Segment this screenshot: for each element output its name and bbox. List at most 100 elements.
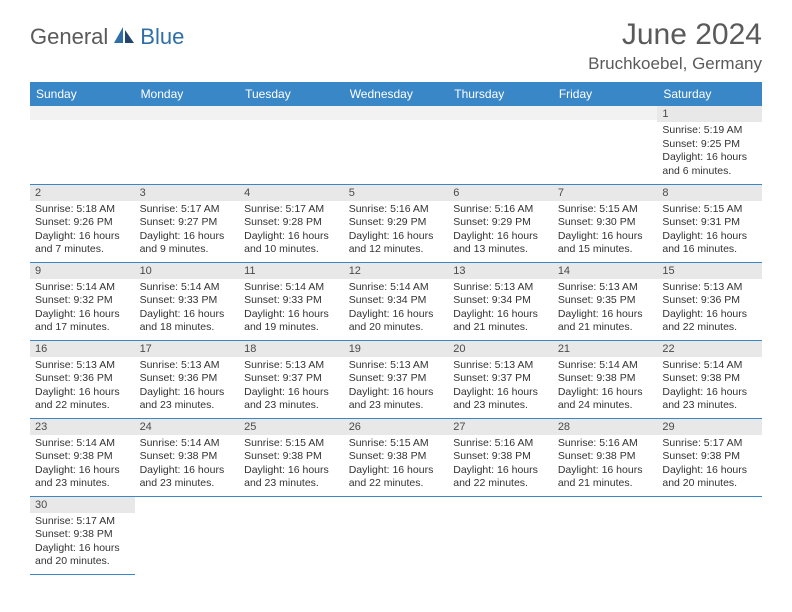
day-number: 20 xyxy=(448,341,553,357)
weekday-header: Friday xyxy=(553,82,658,106)
day-details: Sunrise: 5:14 AMSunset: 9:38 PMDaylight:… xyxy=(135,435,240,496)
day-details: Sunrise: 5:14 AMSunset: 9:38 PMDaylight:… xyxy=(30,435,135,496)
day-cell: 7Sunrise: 5:15 AMSunset: 9:30 PMDaylight… xyxy=(553,184,658,262)
day-details: Sunrise: 5:15 AMSunset: 9:38 PMDaylight:… xyxy=(239,435,344,496)
day-cell: 14Sunrise: 5:13 AMSunset: 9:35 PMDayligh… xyxy=(553,262,658,340)
day-details: Sunrise: 5:13 AMSunset: 9:35 PMDaylight:… xyxy=(553,279,658,340)
day-details: Sunrise: 5:17 AMSunset: 9:28 PMDaylight:… xyxy=(239,201,344,262)
day-details: Sunrise: 5:14 AMSunset: 9:33 PMDaylight:… xyxy=(239,279,344,340)
day-details: Sunrise: 5:14 AMSunset: 9:32 PMDaylight:… xyxy=(30,279,135,340)
day-cell: 28Sunrise: 5:16 AMSunset: 9:38 PMDayligh… xyxy=(553,418,658,496)
day-cell: 19Sunrise: 5:13 AMSunset: 9:37 PMDayligh… xyxy=(344,340,449,418)
day-cell: 11Sunrise: 5:14 AMSunset: 9:33 PMDayligh… xyxy=(239,262,344,340)
day-cell: 12Sunrise: 5:14 AMSunset: 9:34 PMDayligh… xyxy=(344,262,449,340)
day-cell: 26Sunrise: 5:15 AMSunset: 9:38 PMDayligh… xyxy=(344,418,449,496)
weekday-header: Sunday xyxy=(30,82,135,106)
day-number: 23 xyxy=(30,419,135,435)
day-details: Sunrise: 5:16 AMSunset: 9:38 PMDaylight:… xyxy=(553,435,658,496)
day-number: 22 xyxy=(657,341,762,357)
day-number: 28 xyxy=(553,419,658,435)
empty-cell xyxy=(344,496,449,574)
day-details: Sunrise: 5:13 AMSunset: 9:37 PMDaylight:… xyxy=(239,357,344,418)
day-details: Sunrise: 5:15 AMSunset: 9:31 PMDaylight:… xyxy=(657,201,762,262)
day-cell: 16Sunrise: 5:13 AMSunset: 9:36 PMDayligh… xyxy=(30,340,135,418)
empty-cell xyxy=(448,496,553,574)
day-details: Sunrise: 5:13 AMSunset: 9:37 PMDaylight:… xyxy=(344,357,449,418)
day-details: Sunrise: 5:13 AMSunset: 9:37 PMDaylight:… xyxy=(448,357,553,418)
day-details: Sunrise: 5:17 AMSunset: 9:27 PMDaylight:… xyxy=(135,201,240,262)
day-number: 7 xyxy=(553,185,658,201)
day-number: 8 xyxy=(657,185,762,201)
day-details: Sunrise: 5:19 AMSunset: 9:25 PMDaylight:… xyxy=(657,122,762,183)
day-number: 14 xyxy=(553,263,658,279)
day-details: Sunrise: 5:13 AMSunset: 9:34 PMDaylight:… xyxy=(448,279,553,340)
day-cell: 3Sunrise: 5:17 AMSunset: 9:27 PMDaylight… xyxy=(135,184,240,262)
day-number: 5 xyxy=(344,185,449,201)
sail-icon xyxy=(112,25,136,50)
calendar-row: 23Sunrise: 5:14 AMSunset: 9:38 PMDayligh… xyxy=(30,418,762,496)
day-number: 1 xyxy=(657,106,762,122)
day-number: 15 xyxy=(657,263,762,279)
weekday-header: Saturday xyxy=(657,82,762,106)
day-number: 24 xyxy=(135,419,240,435)
empty-cell xyxy=(239,496,344,574)
location: Bruchkoebel, Germany xyxy=(588,54,762,74)
empty-cell xyxy=(657,496,762,574)
calendar-row: 30Sunrise: 5:17 AMSunset: 9:38 PMDayligh… xyxy=(30,496,762,574)
logo-text-blue: Blue xyxy=(140,24,184,50)
weekday-header: Tuesday xyxy=(239,82,344,106)
day-number: 19 xyxy=(344,341,449,357)
day-cell: 15Sunrise: 5:13 AMSunset: 9:36 PMDayligh… xyxy=(657,262,762,340)
calendar-row: 1Sunrise: 5:19 AMSunset: 9:25 PMDaylight… xyxy=(30,106,762,184)
day-details: Sunrise: 5:17 AMSunset: 9:38 PMDaylight:… xyxy=(657,435,762,496)
day-number: 25 xyxy=(239,419,344,435)
day-cell: 30Sunrise: 5:17 AMSunset: 9:38 PMDayligh… xyxy=(30,496,135,574)
day-cell: 2Sunrise: 5:18 AMSunset: 9:26 PMDaylight… xyxy=(30,184,135,262)
weekday-header-row: SundayMondayTuesdayWednesdayThursdayFrid… xyxy=(30,82,762,106)
calendar-row: 2Sunrise: 5:18 AMSunset: 9:26 PMDaylight… xyxy=(30,184,762,262)
day-details: Sunrise: 5:16 AMSunset: 9:29 PMDaylight:… xyxy=(448,201,553,262)
day-details: Sunrise: 5:14 AMSunset: 9:33 PMDaylight:… xyxy=(135,279,240,340)
day-details: Sunrise: 5:15 AMSunset: 9:30 PMDaylight:… xyxy=(553,201,658,262)
day-details: Sunrise: 5:14 AMSunset: 9:38 PMDaylight:… xyxy=(657,357,762,418)
day-details: Sunrise: 5:16 AMSunset: 9:29 PMDaylight:… xyxy=(344,201,449,262)
empty-cell xyxy=(239,106,344,184)
title-block: June 2024 Bruchkoebel, Germany xyxy=(588,18,762,74)
day-number: 26 xyxy=(344,419,449,435)
day-cell: 23Sunrise: 5:14 AMSunset: 9:38 PMDayligh… xyxy=(30,418,135,496)
day-details: Sunrise: 5:13 AMSunset: 9:36 PMDaylight:… xyxy=(657,279,762,340)
day-details: Sunrise: 5:16 AMSunset: 9:38 PMDaylight:… xyxy=(448,435,553,496)
day-details: Sunrise: 5:17 AMSunset: 9:38 PMDaylight:… xyxy=(30,513,135,574)
calendar-row: 16Sunrise: 5:13 AMSunset: 9:36 PMDayligh… xyxy=(30,340,762,418)
day-cell: 1Sunrise: 5:19 AMSunset: 9:25 PMDaylight… xyxy=(657,106,762,184)
calendar-body: 1Sunrise: 5:19 AMSunset: 9:25 PMDaylight… xyxy=(30,106,762,574)
day-number: 16 xyxy=(30,341,135,357)
empty-cell xyxy=(553,496,658,574)
day-cell: 6Sunrise: 5:16 AMSunset: 9:29 PMDaylight… xyxy=(448,184,553,262)
day-cell: 8Sunrise: 5:15 AMSunset: 9:31 PMDaylight… xyxy=(657,184,762,262)
day-number: 9 xyxy=(30,263,135,279)
day-cell: 9Sunrise: 5:14 AMSunset: 9:32 PMDaylight… xyxy=(30,262,135,340)
day-number: 12 xyxy=(344,263,449,279)
day-details: Sunrise: 5:13 AMSunset: 9:36 PMDaylight:… xyxy=(135,357,240,418)
day-number: 3 xyxy=(135,185,240,201)
day-cell: 17Sunrise: 5:13 AMSunset: 9:36 PMDayligh… xyxy=(135,340,240,418)
day-cell: 10Sunrise: 5:14 AMSunset: 9:33 PMDayligh… xyxy=(135,262,240,340)
day-cell: 4Sunrise: 5:17 AMSunset: 9:28 PMDaylight… xyxy=(239,184,344,262)
empty-cell xyxy=(30,106,135,184)
day-cell: 18Sunrise: 5:13 AMSunset: 9:37 PMDayligh… xyxy=(239,340,344,418)
header: General Blue June 2024 Bruchkoebel, Germ… xyxy=(30,18,762,74)
logo-text-general: General xyxy=(30,24,108,50)
month-title: June 2024 xyxy=(588,18,762,52)
day-cell: 5Sunrise: 5:16 AMSunset: 9:29 PMDaylight… xyxy=(344,184,449,262)
day-details: Sunrise: 5:18 AMSunset: 9:26 PMDaylight:… xyxy=(30,201,135,262)
day-number: 4 xyxy=(239,185,344,201)
day-number: 13 xyxy=(448,263,553,279)
empty-cell xyxy=(344,106,449,184)
empty-cell xyxy=(135,106,240,184)
weekday-header: Wednesday xyxy=(344,82,449,106)
day-details: Sunrise: 5:14 AMSunset: 9:34 PMDaylight:… xyxy=(344,279,449,340)
day-cell: 25Sunrise: 5:15 AMSunset: 9:38 PMDayligh… xyxy=(239,418,344,496)
day-cell: 29Sunrise: 5:17 AMSunset: 9:38 PMDayligh… xyxy=(657,418,762,496)
day-number: 27 xyxy=(448,419,553,435)
